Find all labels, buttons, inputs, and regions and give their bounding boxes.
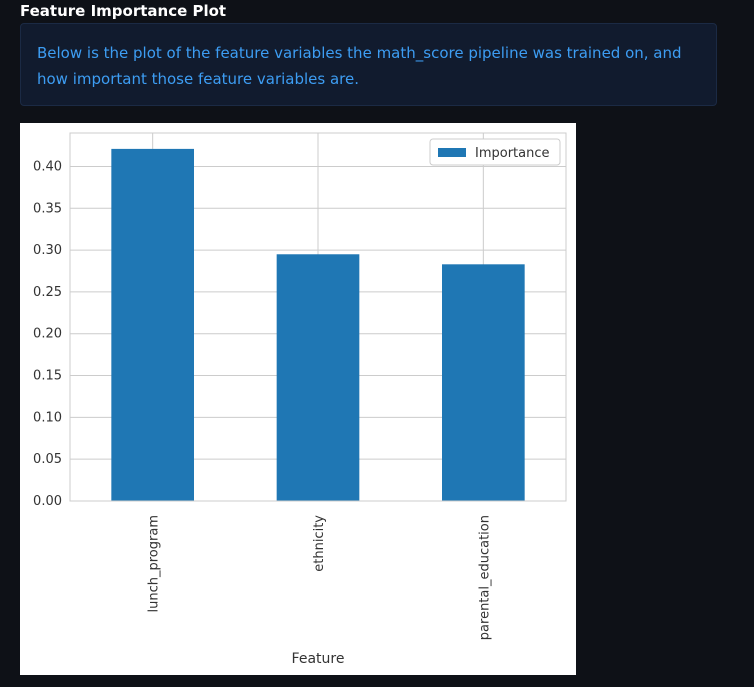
info-message-text: Below is the plot of the feature variabl… bbox=[37, 44, 682, 88]
plot-frame bbox=[69, 132, 567, 502]
chart-container: 0.00 0.05 0.10 0.15 0.20 0.25 0.30 0.35 0.40 lunc… bbox=[20, 123, 576, 675]
y-tick-label: 0.40 bbox=[33, 159, 62, 174]
x-tick-label: parental_education bbox=[477, 515, 492, 640]
feature-importance-chart: 0.00 0.05 0.10 0.15 0.20 0.25 0.30 0.35 0.40 lunc… bbox=[33, 132, 567, 667]
y-tick-label: 0.10 bbox=[33, 410, 62, 425]
y-tick-label: 0.05 bbox=[33, 452, 62, 467]
legend bbox=[429, 138, 561, 166]
y-tick-label: 0.25 bbox=[33, 285, 62, 300]
legend-swatch bbox=[438, 148, 466, 157]
x-axis-label: Feature bbox=[292, 651, 345, 667]
y-tick-label: 0.00 bbox=[33, 494, 62, 509]
x-tick-label: lunch_program bbox=[147, 515, 162, 612]
info-message: Below is the plot of the feature variabl… bbox=[20, 23, 717, 106]
bar-ethnicity bbox=[276, 254, 360, 501]
x-tick-label: ethnicity bbox=[312, 515, 327, 572]
y-tick-label: 0.20 bbox=[33, 327, 62, 342]
y-tick-label: 0.15 bbox=[33, 369, 62, 384]
y-tick-label: 0.35 bbox=[33, 201, 62, 216]
page-title: Feature Importance Plot bbox=[20, 2, 227, 20]
y-tick-label: 0.30 bbox=[33, 243, 62, 258]
bar-parental-education bbox=[442, 264, 525, 501]
legend-label: Importance bbox=[475, 146, 550, 161]
bar-lunch-program bbox=[111, 148, 194, 501]
